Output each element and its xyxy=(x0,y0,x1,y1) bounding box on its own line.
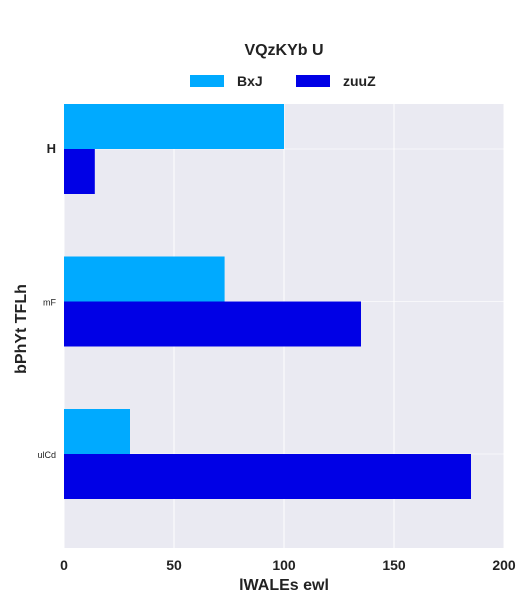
x-axis-ticks: 0 50 100 150 200 xyxy=(60,557,516,573)
bar-BxJ-H xyxy=(64,104,284,149)
bars xyxy=(64,104,471,499)
x-tick-label-3: 150 xyxy=(382,557,406,573)
legend-swatch-BxJ xyxy=(190,75,224,87)
bar-zuuZ-H xyxy=(64,149,95,194)
y-tick-label-ulCd: ulCd xyxy=(37,450,56,460)
y-axis-label: bPhYt TFLh xyxy=(13,284,30,374)
y-tick-label-mF: mF xyxy=(43,298,56,308)
x-tick-label-2: 100 xyxy=(272,557,296,573)
x-tick-label-4: 200 xyxy=(492,557,516,573)
x-axis-label: lWALEs ewl xyxy=(239,577,329,594)
legend-swatch-zuuZ xyxy=(296,75,330,87)
legend-label-BxJ: BxJ xyxy=(237,73,263,89)
chart-title: VQzKYb U xyxy=(244,42,323,59)
bar-zuuZ-ulCd xyxy=(64,454,471,499)
bar-BxJ-mF xyxy=(64,256,225,302)
x-tick-label-1: 50 xyxy=(166,557,182,573)
x-tick-label-0: 0 xyxy=(60,557,68,573)
bar-BxJ-ulCd xyxy=(64,409,130,454)
y-tick-label-H: H xyxy=(47,141,56,156)
legend-label-zuuZ: zuuZ xyxy=(343,73,376,89)
y-axis-ticks: HmF ulCd xyxy=(37,141,56,460)
bar-zuuZ-mF xyxy=(64,301,361,347)
legend: BxJ zuuZ xyxy=(190,73,376,89)
